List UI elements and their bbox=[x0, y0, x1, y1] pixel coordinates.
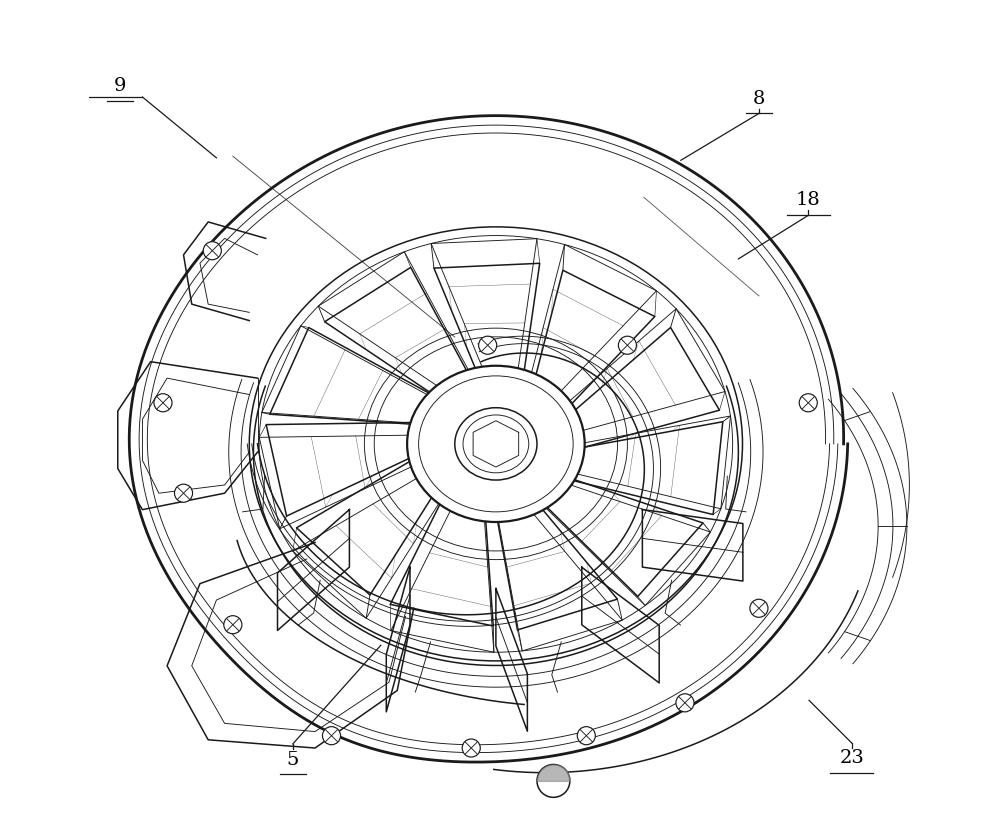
Circle shape bbox=[537, 764, 570, 797]
Text: 5: 5 bbox=[287, 750, 299, 769]
Circle shape bbox=[203, 242, 221, 260]
Ellipse shape bbox=[419, 376, 573, 512]
Text: 18: 18 bbox=[796, 191, 821, 209]
Circle shape bbox=[618, 336, 636, 354]
Circle shape bbox=[462, 739, 480, 757]
Circle shape bbox=[322, 727, 341, 745]
Circle shape bbox=[224, 616, 242, 634]
Circle shape bbox=[750, 599, 768, 617]
Circle shape bbox=[676, 694, 694, 712]
Ellipse shape bbox=[455, 408, 537, 480]
Circle shape bbox=[154, 394, 172, 412]
Text: 23: 23 bbox=[839, 749, 864, 767]
Ellipse shape bbox=[407, 366, 585, 522]
Circle shape bbox=[479, 336, 497, 354]
Circle shape bbox=[799, 394, 817, 412]
Circle shape bbox=[577, 727, 595, 745]
Circle shape bbox=[174, 484, 193, 502]
Text: 9: 9 bbox=[114, 77, 126, 95]
Text: 8: 8 bbox=[753, 90, 765, 108]
